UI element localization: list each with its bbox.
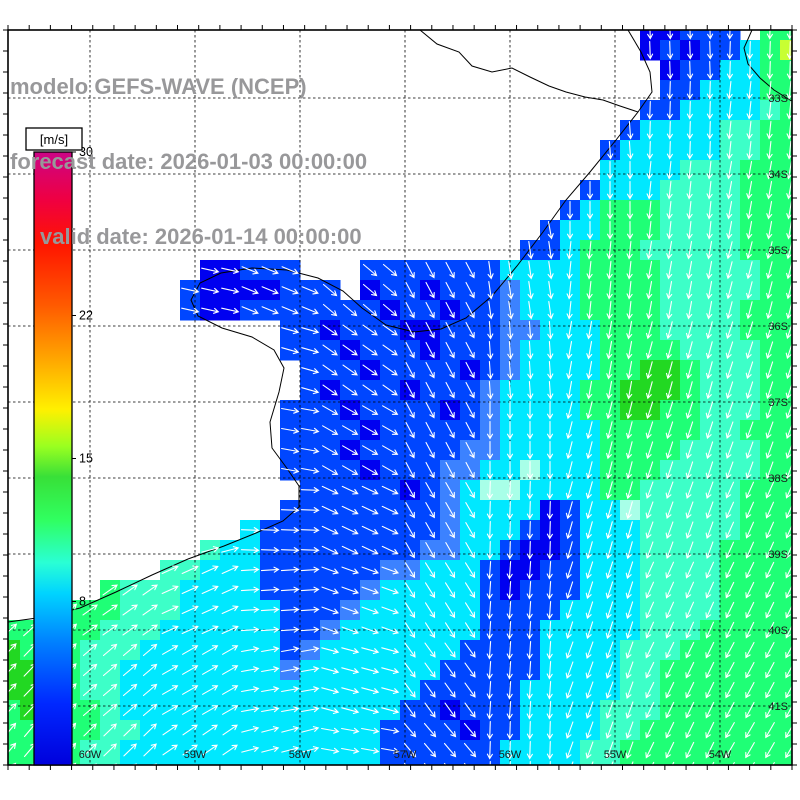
frame-ticks — [3, 25, 797, 770]
colorbar-tick-label: 8 — [79, 595, 86, 609]
model-title: modelo GEFS-WAVE (NCEP) — [10, 74, 307, 99]
lat-label: 35S — [768, 245, 788, 257]
colorbar-gradient — [33, 151, 73, 766]
lat-label: 38S — [768, 473, 788, 485]
lon-label: 60W — [79, 749, 102, 761]
forecast-date: forecast date: 2026-01-03 00:00:00 — [10, 149, 368, 174]
lon-label: 58W — [289, 749, 312, 761]
lat-label: 39S — [768, 549, 788, 561]
lon-label: 56W — [499, 749, 522, 761]
lon-label: 54W — [709, 749, 732, 761]
coastline — [8, 30, 792, 623]
lon-label: 59W — [184, 749, 207, 761]
colorbar-tick-label: 15 — [79, 452, 93, 466]
colorbar-tick-label: 22 — [79, 308, 93, 322]
map-frame — [7, 29, 793, 766]
graticule-labels: 60W 59W 58W 57W 56W 55W 54W 33S 34S 35S 36S 37S 38S 3… — [79, 93, 788, 761]
lat-label: 37S — [768, 397, 788, 409]
lat-label: 36S — [768, 321, 788, 333]
lon-label: 55W — [604, 749, 627, 761]
lat-label: 41S — [768, 701, 788, 713]
lat-label: 40S — [768, 625, 788, 637]
lon-label: 57W — [394, 749, 417, 761]
colorbar-unit-label: [m/s] — [40, 132, 68, 147]
graticule — [8, 30, 792, 765]
lat-label: 33S — [768, 93, 788, 105]
colorbar-unit-box — [25, 127, 83, 151]
map-header: modelo GEFS-WAVE (NCEP) forecast date: 2… — [10, 24, 367, 299]
lat-label: 34S — [768, 169, 788, 181]
valid-date: valid date: 2026-01-14 00:00:00 — [40, 224, 362, 249]
